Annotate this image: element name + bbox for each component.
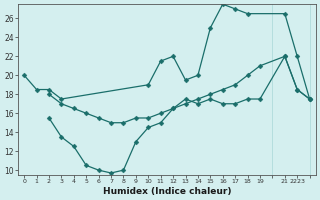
X-axis label: Humidex (Indice chaleur): Humidex (Indice chaleur)	[103, 187, 231, 196]
